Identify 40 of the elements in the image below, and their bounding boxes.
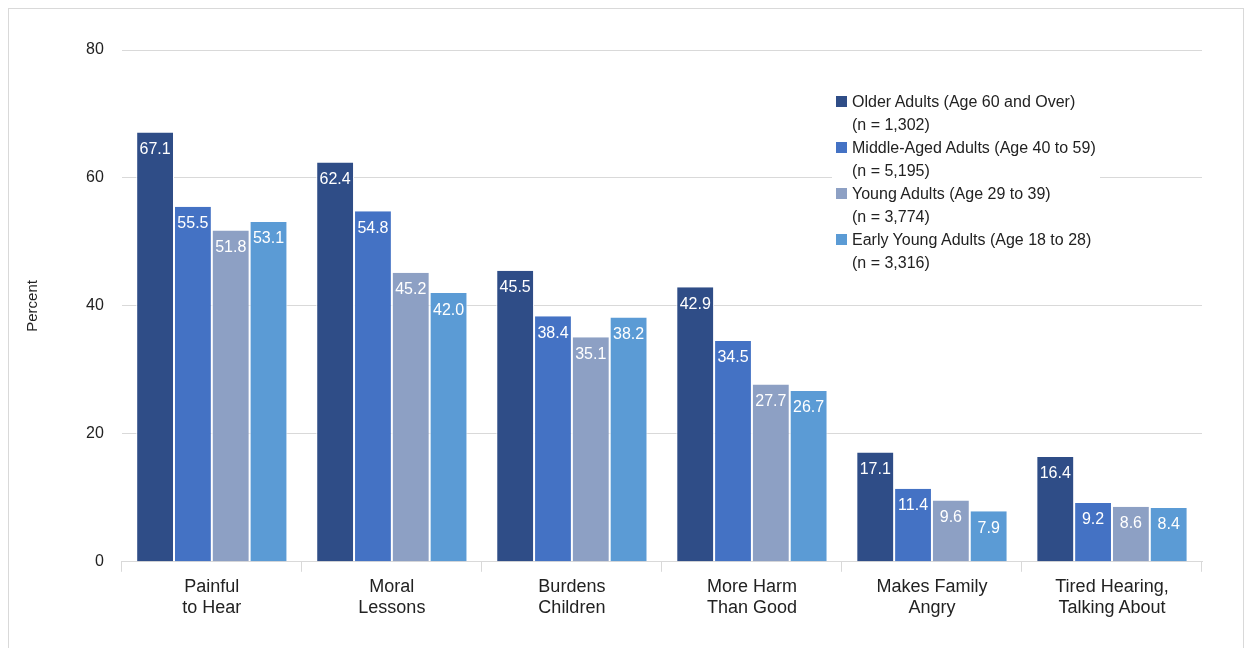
- data-label: 17.1: [859, 459, 891, 477]
- data-label: 38.2: [613, 324, 645, 342]
- legend-label: Middle-Aged Adults (Age 40 to 59) (n = 5,195): [852, 138, 1096, 181]
- x-tick-label: More Harm Than Good: [706, 575, 797, 618]
- data-label: 54.8: [357, 218, 389, 236]
- data-label: 8.4: [1157, 515, 1180, 533]
- x-tick-label: Moral Lessons: [358, 575, 426, 618]
- data-label: 27.7: [755, 392, 787, 409]
- data-label: 34.5: [717, 348, 749, 366]
- data-label: 53.1: [252, 229, 285, 247]
- legend-label: Young Adults (Age 29 to 39) (n = 3,774): [852, 184, 1051, 227]
- data-label: 45.2: [395, 280, 427, 298]
- data-label: 42.9: [679, 294, 711, 312]
- x-tick-label: Painful to Hear: [182, 575, 242, 618]
- x-tick-label: Makes Family Angry: [876, 575, 988, 618]
- data-label: 7.9: [977, 518, 1000, 536]
- x-tick-label: Burdens Children: [538, 575, 606, 618]
- data-label: 16.4: [1039, 464, 1071, 482]
- y-tick-label: 20: [86, 424, 104, 442]
- x-tick-label: Tired Hearing, Talking About: [1055, 575, 1169, 618]
- y-tick-label: 80: [86, 40, 104, 58]
- data-label: 55.5: [177, 214, 209, 232]
- data-label: 26.7: [793, 398, 825, 416]
- data-label: 8.6: [1119, 514, 1143, 532]
- data-label: 51.8: [215, 237, 247, 255]
- legend-label: Older Adults (Age 60 and Over) (n = 1,302): [852, 92, 1076, 135]
- y-tick-label: 40: [86, 296, 104, 314]
- y-axis-title: Percent: [23, 279, 41, 332]
- data-label: 9.2: [1081, 510, 1105, 528]
- data-label: 62.4: [319, 170, 351, 187]
- legend-label: Early Young Adults (Age 18 to 28) (n = 3,316): [852, 230, 1092, 273]
- data-label: 42.0: [432, 300, 465, 318]
- data-label: 9.6: [939, 507, 963, 525]
- data-label: 67.1: [139, 139, 171, 157]
- data-label: 45.5: [499, 278, 531, 296]
- data-label: 38.4: [537, 323, 569, 341]
- y-tick-label: 0: [94, 552, 104, 570]
- data-label: 35.1: [575, 344, 607, 362]
- data-label: 11.4: [898, 496, 929, 514]
- y-tick-label: 60: [86, 168, 104, 186]
